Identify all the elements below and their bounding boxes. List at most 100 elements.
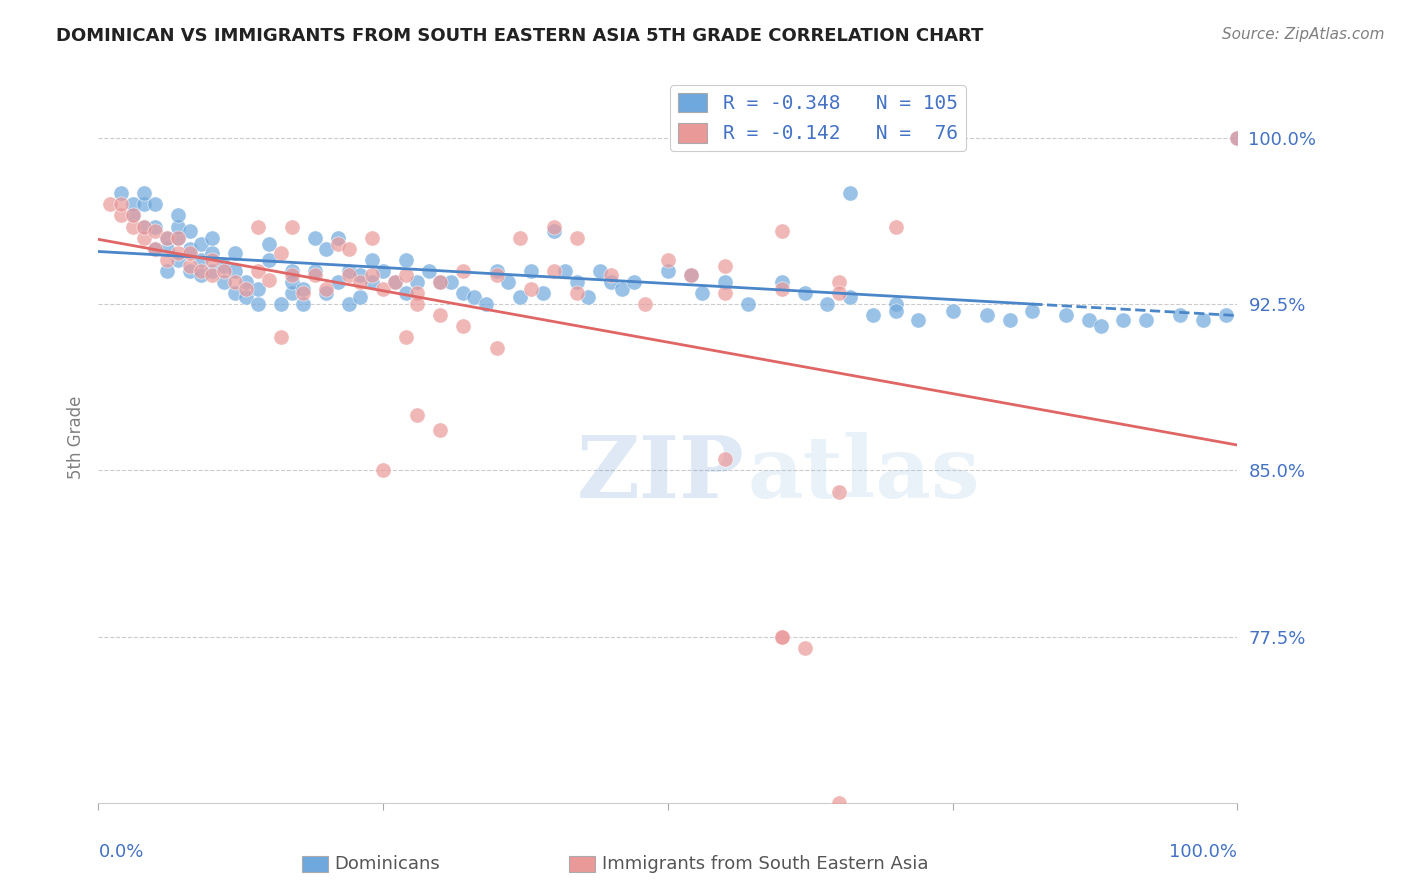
Point [235,290,257,304]
Point [145,219,167,234]
Point [304,230,326,244]
Point [486,264,509,278]
Point [657,252,679,267]
Point [543,264,565,278]
Point [167,230,190,244]
Point [326,237,349,252]
Point [145,242,167,256]
Point [634,297,657,311]
Point [121,219,143,234]
Point [1112,312,1135,326]
Point [179,242,201,256]
Point [246,219,269,234]
Text: atlas: atlas [748,432,980,516]
Point [1078,312,1101,326]
Point [406,297,429,311]
Point [714,452,737,467]
Point [1090,319,1112,334]
Point [406,285,429,300]
Point [167,246,190,260]
Point [292,297,315,311]
Point [600,275,623,289]
Point [190,268,212,283]
Point [179,264,201,278]
Point [315,282,337,296]
Point [349,268,371,283]
Point [884,303,907,318]
Point [384,275,406,289]
Point [828,796,851,810]
Point [440,275,463,289]
Point [418,264,440,278]
Point [463,290,485,304]
Point [292,282,315,296]
Point [179,224,201,238]
Point [337,264,360,278]
Point [429,308,451,322]
Point [576,290,599,304]
Point [828,275,851,289]
Point [235,282,257,296]
Point [395,285,418,300]
Point [156,230,179,244]
Point [565,285,588,300]
Point [201,252,224,267]
Y-axis label: 5th Grade: 5th Grade [66,395,84,479]
Point [132,219,155,234]
Point [406,408,429,422]
Point [612,282,634,296]
Point [179,246,201,260]
Point [315,285,337,300]
Point [862,308,884,322]
Point [212,260,235,274]
Point [498,275,520,289]
Legend: R = -0.348   N = 105, R = -0.142   N =  76: R = -0.348 N = 105, R = -0.142 N = 76 [671,85,966,151]
Point [259,273,281,287]
Point [884,219,907,234]
Point [212,275,235,289]
Text: ZIP: ZIP [576,432,745,516]
Point [110,197,132,211]
Point [520,282,543,296]
Point [657,264,679,278]
Text: 100.0%: 100.0% [1170,843,1237,861]
Point [201,246,224,260]
Point [224,264,246,278]
Point [337,297,360,311]
Point [156,242,179,256]
Point [270,330,292,344]
Point [360,268,382,283]
Point [839,186,862,201]
Point [395,252,418,267]
Point [281,275,304,289]
Point [156,230,179,244]
Point [828,485,851,500]
Point [190,237,212,252]
Point [270,246,292,260]
Point [429,275,451,289]
Point [565,230,588,244]
Point [384,275,406,289]
Point [337,242,360,256]
Point [304,268,326,283]
Point [770,275,793,289]
Point [145,197,167,211]
Point [679,268,702,283]
Point [543,219,565,234]
Point [1170,308,1192,322]
Point [486,342,509,356]
Point [451,264,474,278]
Point [714,285,737,300]
Point [565,275,588,289]
Point [770,630,793,644]
Point [998,312,1021,326]
Point [360,275,382,289]
Point [292,285,315,300]
Point [474,297,496,311]
Point [132,197,155,211]
Point [509,290,531,304]
Point [270,297,292,311]
Point [543,224,565,238]
Point [828,285,851,300]
Point [315,242,337,256]
